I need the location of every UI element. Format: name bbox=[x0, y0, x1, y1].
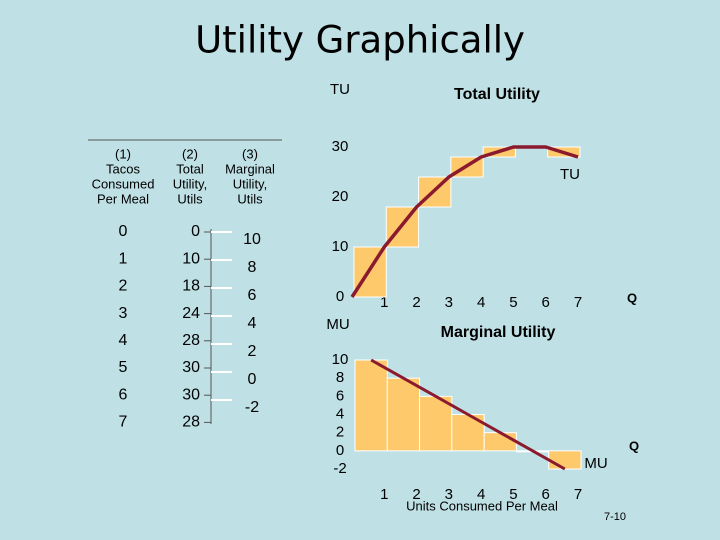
column-header: (3) bbox=[242, 146, 258, 161]
quantity-cell: 5 bbox=[119, 359, 128, 376]
y-tick-label: 4 bbox=[336, 405, 344, 422]
marginal-utility-cell: 6 bbox=[248, 287, 257, 304]
x-tick-label: 2 bbox=[412, 486, 420, 503]
x-tick-label: 1 bbox=[380, 294, 388, 311]
x-tick-label: 1 bbox=[380, 486, 388, 503]
quantity-cell: 2 bbox=[119, 278, 128, 295]
y-tick-label: 0 bbox=[336, 288, 344, 305]
x-tick-label: 7 bbox=[574, 294, 582, 311]
bar bbox=[354, 359, 388, 452]
column-header: Utils bbox=[177, 191, 203, 206]
column-header: Marginal bbox=[225, 161, 275, 176]
column-header: (2) bbox=[182, 146, 198, 161]
total-utility-cell: 30 bbox=[182, 359, 200, 376]
slide-title: Utility Graphically bbox=[195, 19, 525, 62]
x-tick-label: 3 bbox=[445, 486, 453, 503]
curve-label: TU bbox=[560, 166, 580, 183]
x-axis-end-label: Q bbox=[627, 290, 637, 305]
quantity-cell: 6 bbox=[119, 386, 128, 403]
y-tick-label: 0 bbox=[336, 442, 344, 459]
y-tick-label: 10 bbox=[332, 238, 349, 255]
total-utility-cell: 10 bbox=[182, 250, 200, 267]
quantity-cell: 3 bbox=[119, 305, 128, 322]
total-utility-cell: 24 bbox=[182, 305, 200, 322]
quantity-cell: 1 bbox=[119, 250, 128, 267]
quantity-cell: 0 bbox=[119, 223, 128, 240]
y-axis-title: MU bbox=[326, 316, 349, 333]
y-tick-label: 20 bbox=[332, 188, 349, 205]
column-header: Tacos bbox=[106, 161, 140, 176]
marginal-utility-cell: 0 bbox=[248, 371, 257, 388]
y-tick-label: 30 bbox=[332, 138, 349, 155]
slide-number: 7-10 bbox=[604, 511, 626, 523]
marginal-utility-cell: 10 bbox=[243, 231, 261, 248]
x-tick-label: 2 bbox=[412, 294, 420, 311]
column-header: (1) bbox=[115, 146, 131, 161]
column-header: Consumed bbox=[92, 176, 155, 191]
total-utility-cell: 0 bbox=[191, 223, 200, 240]
y-axis-title: TU bbox=[330, 81, 350, 98]
bar bbox=[386, 377, 421, 452]
column-header: Utility, bbox=[173, 176, 207, 191]
column-header: Per Meal bbox=[97, 191, 149, 206]
column-header: Utils bbox=[237, 191, 263, 206]
chart-title: Total Utility bbox=[454, 86, 540, 103]
y-tick-label: 10 bbox=[332, 351, 349, 368]
marginal-utility-cell: 8 bbox=[248, 259, 257, 276]
total-utility-cell: 28 bbox=[182, 332, 200, 349]
x-axis-end-label: Q bbox=[629, 438, 639, 453]
x-axis-title: Units Consumed Per Meal bbox=[406, 498, 558, 513]
chart-title: Marginal Utility bbox=[441, 324, 556, 341]
y-tick-label: 2 bbox=[336, 424, 344, 441]
x-tick-label: 3 bbox=[445, 294, 453, 311]
total-utility-cell: 28 bbox=[182, 414, 200, 431]
bar bbox=[483, 432, 517, 452]
total-utility-cell: 30 bbox=[182, 386, 200, 403]
line-label: MU bbox=[584, 455, 607, 472]
marginal-utility-cell: 4 bbox=[248, 315, 257, 332]
y-tick-label: -2 bbox=[333, 460, 346, 477]
marginal-utility-cell: 2 bbox=[248, 343, 257, 360]
total-utility-cell: 18 bbox=[182, 278, 200, 295]
marginal-utility-cell: -2 bbox=[245, 399, 259, 416]
column-header: Utility, bbox=[233, 176, 267, 191]
quantity-cell: 7 bbox=[119, 414, 128, 431]
marginal-utility-line bbox=[370, 358, 566, 471]
x-tick-label: 4 bbox=[477, 486, 485, 503]
x-tick-label: 6 bbox=[542, 486, 550, 503]
bar bbox=[548, 450, 582, 470]
x-tick-label: 5 bbox=[509, 294, 517, 311]
y-tick-label: 6 bbox=[336, 387, 344, 404]
x-tick-label: 4 bbox=[477, 294, 485, 311]
column-header: Total bbox=[176, 161, 204, 176]
x-tick-label: 6 bbox=[542, 294, 550, 311]
bar bbox=[419, 395, 453, 452]
x-tick-label: 7 bbox=[574, 486, 582, 503]
y-tick-label: 8 bbox=[336, 369, 344, 386]
x-tick-label: 5 bbox=[509, 486, 517, 503]
quantity-cell: 4 bbox=[119, 332, 128, 349]
total-utility-curve bbox=[350, 145, 579, 298]
